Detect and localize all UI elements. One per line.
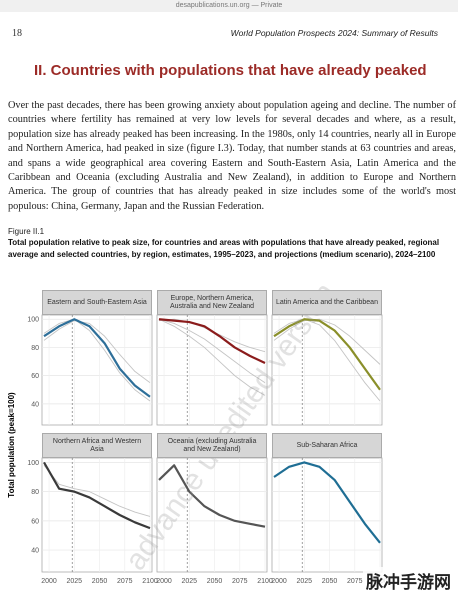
x-tick-label: 2100 xyxy=(257,578,273,585)
x-tick-label: 2050 xyxy=(207,578,223,585)
panel-background xyxy=(156,314,268,426)
y-tick-label: 80 xyxy=(31,489,39,496)
regional-line xyxy=(43,318,151,398)
panel-title: Europe, Northern America, Australia and … xyxy=(157,290,267,315)
country-line xyxy=(273,318,381,365)
running-title: World Population Prospects 2024: Summary… xyxy=(230,28,438,38)
panel-title: Eastern and South-Eastern Asia xyxy=(42,290,152,315)
panel-title: Oceania (excluding Australia and New Zea… xyxy=(157,433,267,458)
regional-line xyxy=(273,461,381,544)
figure-label: Figure II.1 xyxy=(8,227,45,236)
x-tick-label: 2025 xyxy=(181,578,197,585)
x-tick-label: 2075 xyxy=(117,578,133,585)
regional-line xyxy=(158,464,266,528)
y-tick-label: 100 xyxy=(27,460,39,467)
page-number: 18 xyxy=(12,28,22,39)
country-line xyxy=(43,465,151,517)
regional-line xyxy=(273,318,381,391)
x-tick-label: 2000 xyxy=(271,578,287,585)
x-tick-label: 2050 xyxy=(322,578,338,585)
y-tick-label: 60 xyxy=(31,373,39,380)
country-line xyxy=(273,318,381,402)
x-tick-label: 2025 xyxy=(66,578,82,585)
panel-title: Northern Africa and Western Asia xyxy=(42,433,152,458)
y-tick-label: 40 xyxy=(31,401,39,408)
y-axis-label: Total population (peak=100) xyxy=(7,392,16,498)
x-tick-label: 2025 xyxy=(296,578,312,585)
panel-title: Sub-Saharan Africa xyxy=(272,433,382,458)
panel-background xyxy=(271,314,383,426)
x-tick-label: 2000 xyxy=(156,578,172,585)
x-tick-label: 2075 xyxy=(232,578,248,585)
panel-background xyxy=(156,457,268,573)
section-title: II. Countries with populations that have… xyxy=(34,62,427,79)
panel-title: Latin America and the Caribbean xyxy=(272,290,382,315)
paragraph: Over the past decades, there has been gr… xyxy=(8,100,456,212)
country-line xyxy=(158,318,266,396)
logo: 脉冲手游网 xyxy=(363,567,454,594)
address-bar[interactable]: desapublications.un.org — Private xyxy=(0,0,458,12)
y-tick-label: 100 xyxy=(27,317,39,324)
regional-line xyxy=(158,318,266,364)
x-tick-label: 2000 xyxy=(41,578,57,585)
country-line xyxy=(43,320,151,384)
y-tick-label: 60 xyxy=(31,518,39,525)
country-line xyxy=(158,318,266,384)
x-tick-label: 2100 xyxy=(142,578,158,585)
figure: Total population (peak=100) 40 60 80 100 40 60… xyxy=(7,314,388,585)
country-line xyxy=(43,318,151,402)
panel-background xyxy=(271,457,383,573)
x-tick-label: 2075 xyxy=(347,578,363,585)
figure-caption: Total population relative to peak size, … xyxy=(8,238,440,259)
panel-background xyxy=(41,457,153,573)
y-tick-label: 40 xyxy=(31,548,39,555)
x-tick-label: 2050 xyxy=(92,578,108,585)
y-tick-label: 80 xyxy=(31,345,39,352)
panel-background xyxy=(41,314,153,426)
regional-line xyxy=(43,461,151,530)
